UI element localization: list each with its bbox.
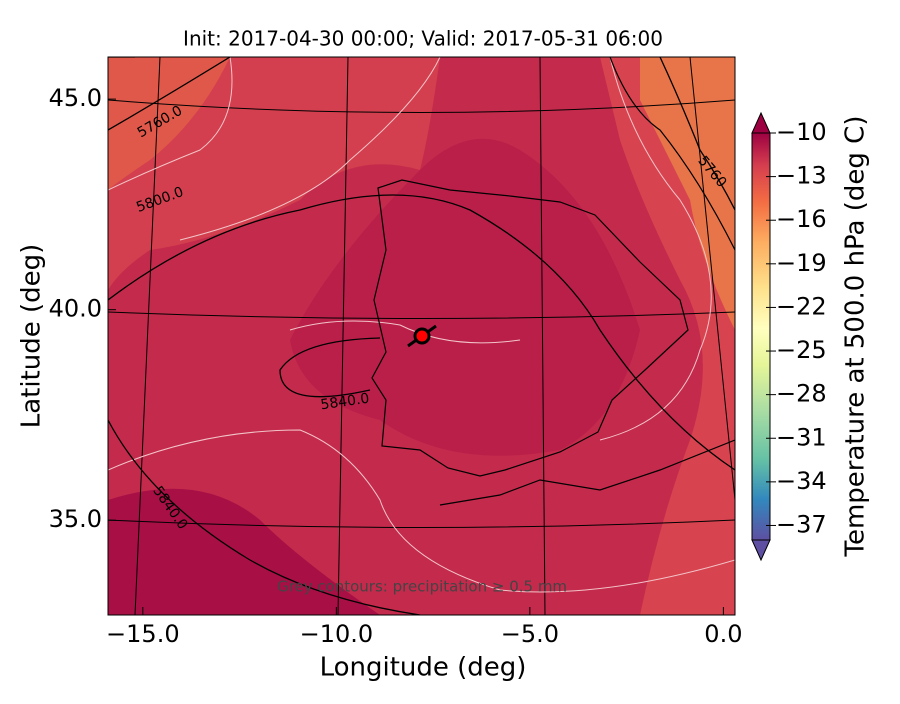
coastline [371,57,735,506]
y-label: Latitude (deg) [17,244,47,429]
colorbar-tick-label: −16 [776,205,827,233]
colorbar-tick-label: −25 [776,336,827,364]
colorbar [751,132,771,541]
colorbar-tick-label: −31 [776,423,827,451]
colorbar-tick-label: −19 [776,249,827,277]
x-tick-label: 0.0 [704,620,742,648]
y-tick-label: 40.0 [49,295,102,323]
warm-region [108,57,230,190]
y-tick-label: 35.0 [49,505,102,533]
colorbar-tick-label: −13 [776,162,827,190]
colorbar-tick-label: −34 [776,467,827,495]
temperature-contours [108,57,735,593]
colorbar-tick-label: −22 [776,292,827,320]
colorbar-label: Temperature at 500.0 hPa (deg C) [841,116,871,558]
title: Init: 2017-04-30 00:00; Valid: 2017-05-3… [183,27,663,51]
cold-region [290,138,640,456]
colorbar-extend [751,539,771,562]
plot-frame [107,56,736,616]
x-tick-label: −15.0 [106,620,180,648]
cold-region [108,488,380,615]
y-tick-label: 45.0 [49,84,102,112]
colorbar-tick-label: −28 [776,380,827,408]
contour-label: 5840.0 [320,391,371,414]
colorbar-extend [751,111,771,134]
annotation: Grey contours: precipitation ≥ 0.5 mm [277,578,567,596]
x-label: Longitude (deg) [320,653,527,683]
height-contours [108,57,735,615]
map [108,57,735,615]
colorbar-tick-label: −10 [776,118,827,146]
location-marker [413,327,431,345]
x-tick-label: −5.0 [501,620,559,648]
x-tick-label: −10.0 [300,620,374,648]
colorbar-tick-label: −37 [776,510,827,538]
